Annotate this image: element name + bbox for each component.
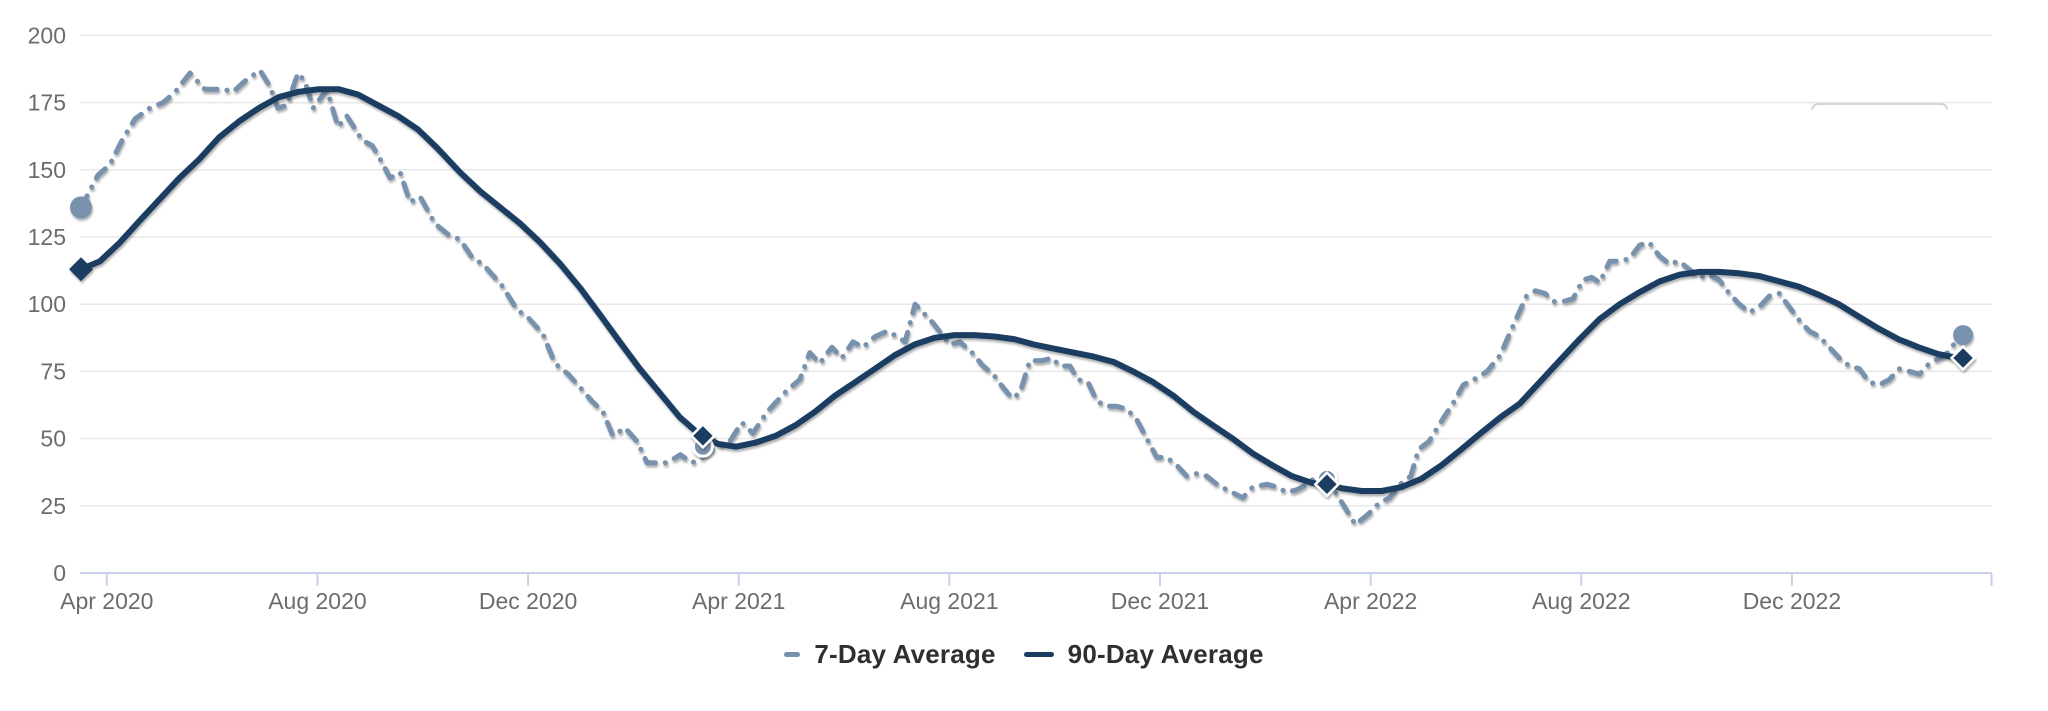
legend-label-90-day-average: 90-Day Average <box>1067 639 1264 669</box>
axes-group: Apr 2020 Aug 2020 Dec 2020 Apr 2021 Aug 2021… <box>28 22 1993 614</box>
marker-circle-start[interactable] <box>70 196 92 219</box>
marker-diamond-end[interactable] <box>1949 344 1977 372</box>
x-axis-label-dec-2020: Dec 2020 <box>479 588 577 614</box>
y-axis-label-200: 200 <box>28 22 66 48</box>
marker-diamond-apr-2022[interactable] <box>1313 471 1341 498</box>
markers-group <box>69 196 1977 498</box>
marker-diamond-apr-2021[interactable] <box>689 422 717 450</box>
legend-item-90-day-average[interactable]: 90-Day Average <box>1023 639 1264 670</box>
x-axis-label-aug-2021: Aug 2021 <box>900 588 998 614</box>
y-axis-label-100: 100 <box>28 291 66 317</box>
y-axis-label-125: 125 <box>28 224 66 250</box>
legend-swatch-7-day-icon <box>784 652 801 657</box>
y-axis-label-25: 25 <box>40 493 66 519</box>
y-axis-label-50: 50 <box>40 426 66 452</box>
y-axis-label-75: 75 <box>40 358 66 384</box>
x-axis-label-apr-2022: Apr 2022 <box>1324 588 1417 614</box>
x-axis-label-apr-2021: Apr 2021 <box>692 588 785 614</box>
y-axis-label-175: 175 <box>28 90 66 116</box>
x-axis-label-aug-2020: Aug 2020 <box>268 588 366 614</box>
x-axis-label-aug-2022: Aug 2022 <box>1532 588 1630 614</box>
marker-circle-end[interactable] <box>1953 325 1974 346</box>
marker-diamond-start[interactable] <box>69 257 93 282</box>
series-line-7-day-average[interactable] <box>78 67 1966 528</box>
x-axis-label-apr-2020: Apr 2020 <box>60 588 153 614</box>
series-line-90-day-average[interactable] <box>78 86 1967 494</box>
tooltip-remnant <box>1810 102 1949 111</box>
legend-swatch-90-day-icon <box>1023 652 1054 657</box>
legend-label-7-day-average: 7-Day Average <box>814 639 996 669</box>
y-axis-label-0: 0 <box>53 560 66 586</box>
series-group <box>78 67 1967 528</box>
x-axis-label-dec-2021: Dec 2021 <box>1111 588 1209 614</box>
gridlines-group <box>80 34 1992 507</box>
plot-area[interactable] <box>80 30 1992 573</box>
chart-legend: 7-Day Average 90-Day Average <box>0 639 2048 670</box>
x-axis-label-dec-2022: Dec 2022 <box>1743 588 1841 614</box>
legend-item-7-day-average[interactable]: 7-Day Average <box>784 639 995 670</box>
y-axis-label-150: 150 <box>28 157 66 183</box>
